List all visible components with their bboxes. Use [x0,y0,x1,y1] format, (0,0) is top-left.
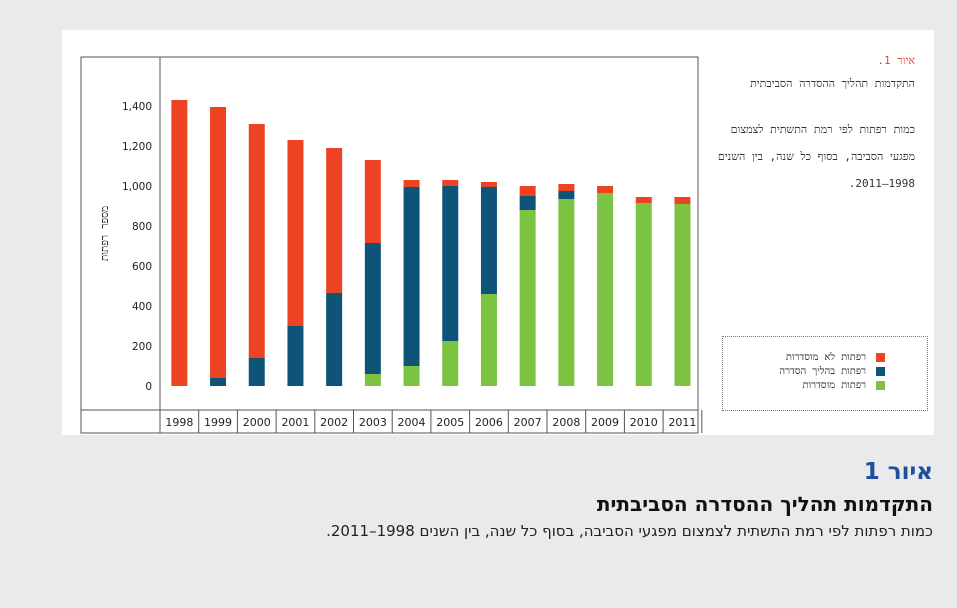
legend-label: רפתות מוסדרות [802,379,866,391]
chart-card: 0 200 400 600 800 1,000 1,200 1,400 מספר רפתות 1… [62,30,934,435]
bar-segment [442,186,459,341]
x-tick-label: 2007 [514,416,542,429]
bar-segment [403,187,420,366]
bar-segment [210,378,227,386]
legend-swatch [876,366,885,376]
figure-caption: איור 1 התקדמות תהליך ההסדרה הסביבתית כמו… [53,455,933,543]
side-figure-title: התקדמות תהליך ההסדרה הסביבתית [750,77,915,90]
y-tick-label: 1,200 [122,141,152,153]
bar-segment [287,140,304,326]
bar-segment [519,196,536,210]
bar-chart: 0 200 400 600 800 1,000 1,200 1,400 מספר רפתות 1… [80,56,703,434]
bar-segment [403,366,420,386]
bar-segment [597,186,614,193]
x-tick-label: 2003 [359,416,387,429]
bar-segment [558,199,575,386]
legend-label: רפתות בהליך הסדרה [779,365,866,377]
bar-segment [597,193,614,386]
chart-legend: רפתות לא מוסדרות רפתות בהליך הסדרה רפתות מ… [722,336,928,411]
bar-segment [635,197,652,203]
x-tick-label: 2010 [630,416,658,429]
x-tick-label: 1998 [165,416,193,429]
bar-segment [480,182,497,187]
side-figure-heading: איור 1. התקדמות תהליך ההסדרה הסביבתית [717,50,915,98]
bar-segment [364,374,381,386]
bar-segment [480,294,497,386]
x-tick-label: 2009 [591,416,619,429]
bar-segment [558,184,575,191]
x-tick-label: 1999 [204,416,232,429]
x-tick-label: 2005 [436,416,464,429]
y-tick-label: 400 [132,301,152,313]
bar-segment [364,243,381,374]
y-tick-label: 800 [132,221,152,233]
x-tick-label: 2006 [475,416,503,429]
bar-segment [519,210,536,386]
caption-title: התקדמות תהליך ההסדרה הסביבתית [596,492,933,516]
bar-segment [674,197,691,204]
bar-segment [442,180,459,186]
bar-segment [248,358,265,386]
bar-segment [403,180,420,187]
legend-item: רפתות בהליך הסדרה [723,364,885,378]
bar-segment [326,148,343,293]
y-axis-label: מספר רפתות [99,206,111,261]
bar-segment [287,326,304,386]
side-figure-description: כמות רפתות לפי רמת התשתית לצמצום מפגעי ה… [717,123,915,190]
bar-segment [480,187,497,294]
y-tick-label: 1,000 [122,181,152,193]
x-tick-label: 2001 [281,416,309,429]
caption-figure-label: איור 1 [863,459,933,485]
figure-description-panel: איור 1. התקדמות תהליך ההסדרה הסביבתית כמ… [717,50,915,197]
legend-item: רפתות מוסדרות [723,378,885,392]
legend-swatch [876,352,885,362]
y-tick-label: 600 [132,261,152,273]
chart-frame [80,56,699,434]
bar-segment [248,124,265,358]
bar-segment [171,100,188,386]
x-tick-label: 2000 [243,416,271,429]
y-tick-label: 200 [132,341,152,353]
x-tick-label: 2002 [320,416,348,429]
bar-segment [326,293,343,386]
legend-item: רפתות לא מוסדרות [723,350,885,364]
y-tick-label: 1,400 [122,101,152,113]
x-tick-label: 2011 [668,416,696,429]
legend-swatch [876,380,885,390]
x-tick-label: 2004 [398,416,426,429]
bar-segment [442,341,459,386]
caption-subtitle: כמות רפתות לפי רמת התשתית לצמצום מפגעי ה… [326,522,933,540]
x-tick-label: 2008 [552,416,580,429]
y-tick-label: 0 [145,381,152,393]
bar-segment [364,160,381,243]
legend-label: רפתות לא מוסדרות [785,351,866,363]
side-figure-label: איור 1. [877,54,915,67]
bar-segment [558,191,575,199]
bar-segment [519,186,536,196]
bar-segment [674,204,691,386]
bar-segment [635,203,652,386]
bar-segment [210,107,227,378]
